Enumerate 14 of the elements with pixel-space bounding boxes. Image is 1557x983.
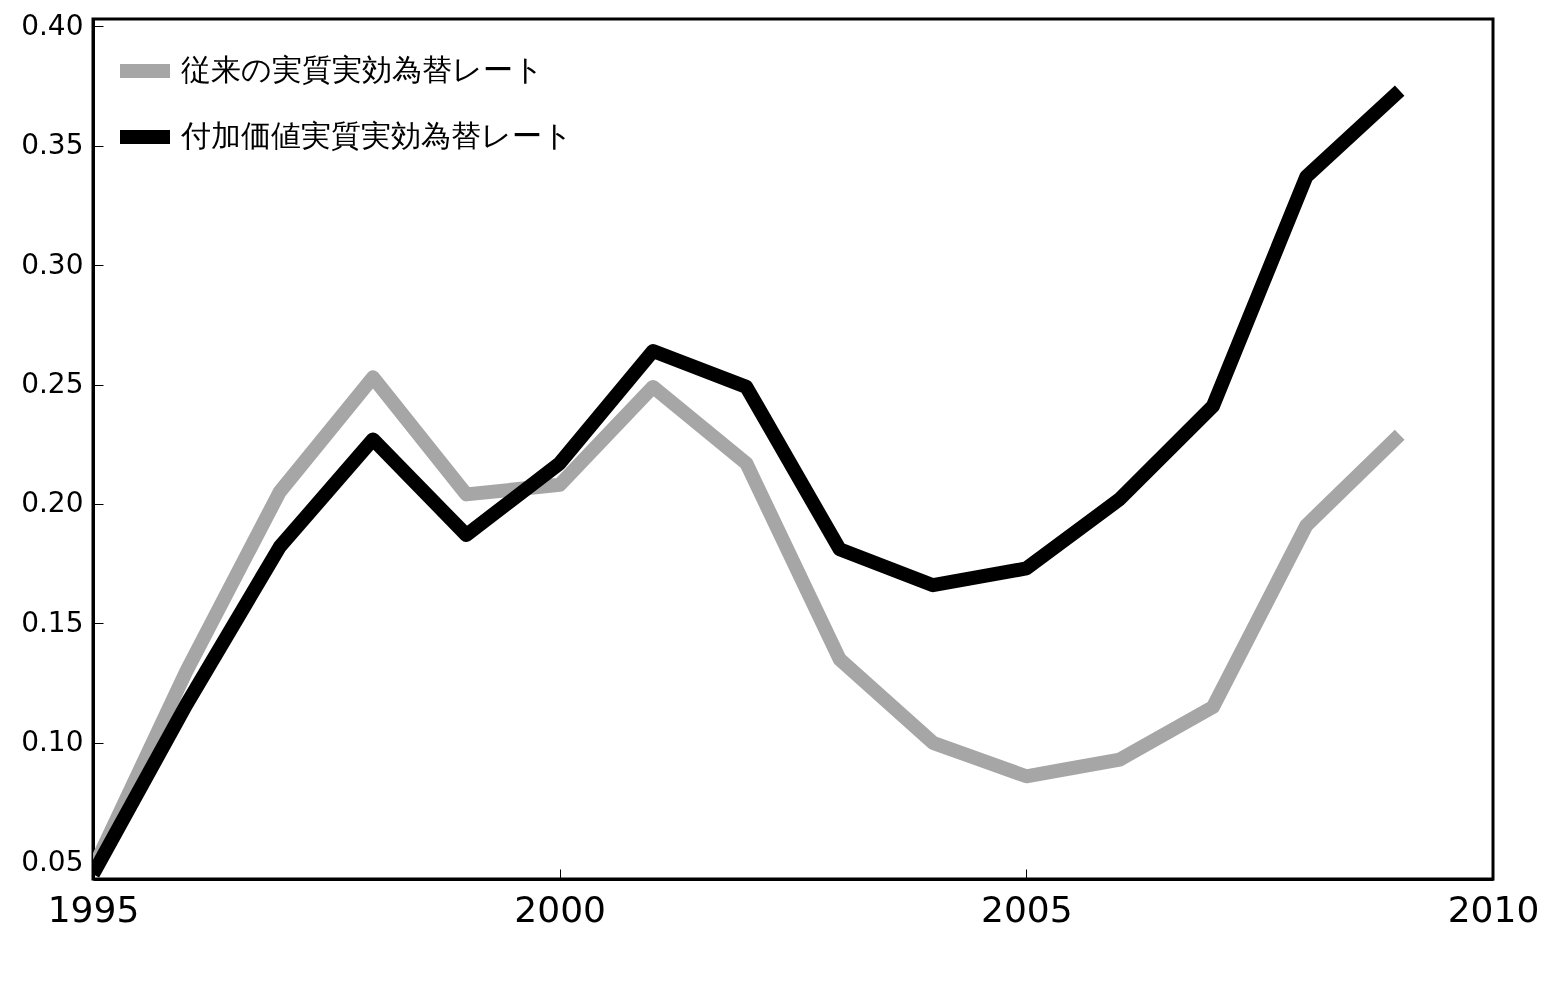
x-tick-label: 2010 (1447, 888, 1540, 930)
y-tick-label: 0.25 (21, 367, 84, 400)
y-tick-label: 0.35 (21, 128, 84, 162)
y-tick-label: 0.30 (21, 247, 84, 281)
y-tick-label: 0.15 (21, 605, 84, 639)
y-tick-label: 0.20 (21, 486, 84, 520)
y-tick-label: 0.05 (21, 844, 84, 878)
x-tick-label: 2000 (514, 888, 606, 930)
y-tick-label: 0.40 (21, 8, 84, 42)
x-tick-label: 2005 (981, 888, 1073, 930)
y-tick-label: 0.10 (21, 725, 84, 759)
legend-label: 付加価値実質実効為替レート (180, 118, 573, 153)
x-tick-label: 1995 (47, 888, 140, 930)
legend-label: 従来の実質実効為替レート (181, 52, 544, 87)
